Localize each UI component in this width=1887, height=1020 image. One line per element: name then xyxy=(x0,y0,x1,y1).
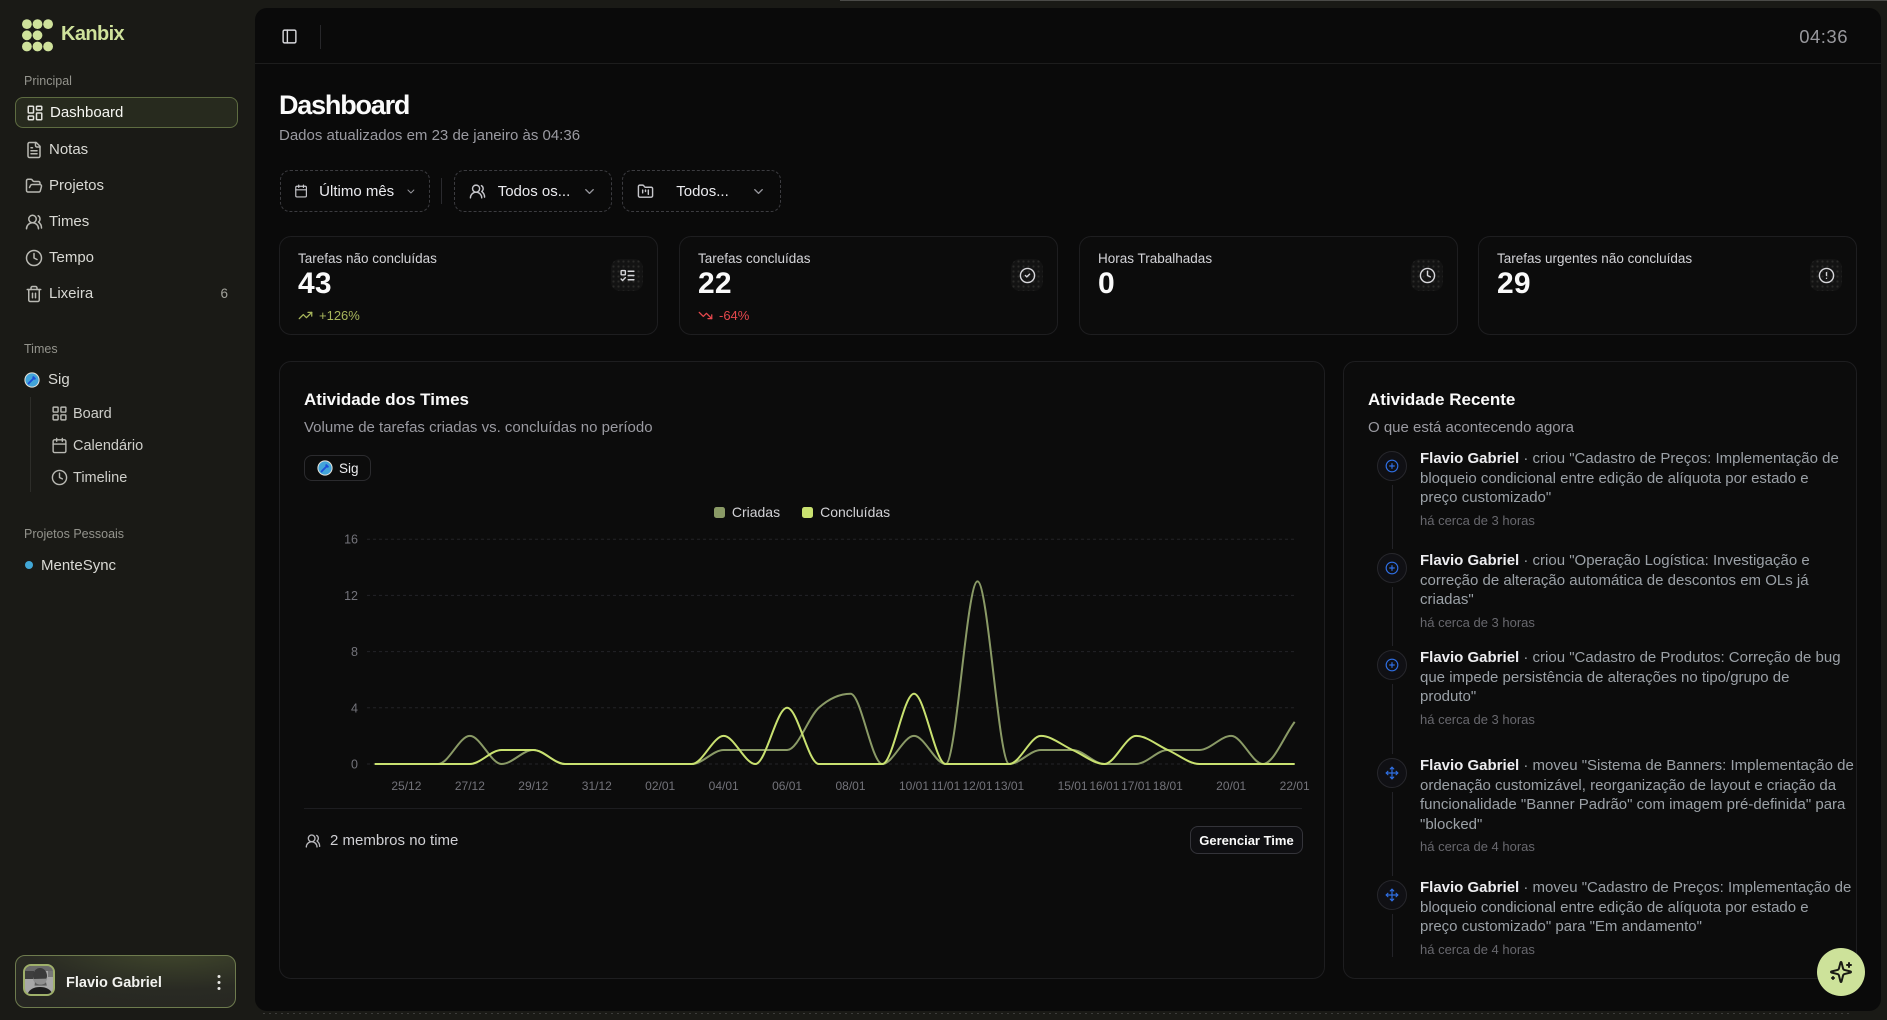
svg-text:29/12: 29/12 xyxy=(518,779,548,793)
svg-text:13/01: 13/01 xyxy=(994,779,1024,793)
svg-text:22/01: 22/01 xyxy=(1280,779,1310,793)
svg-text:4: 4 xyxy=(351,701,358,715)
svg-text:25/12: 25/12 xyxy=(391,779,421,793)
svg-text:02/01: 02/01 xyxy=(645,779,675,793)
svg-text:16: 16 xyxy=(344,533,358,547)
svg-text:06/01: 06/01 xyxy=(772,779,802,793)
svg-text:31/12: 31/12 xyxy=(582,779,612,793)
svg-text:0: 0 xyxy=(351,758,358,772)
svg-text:17/01: 17/01 xyxy=(1121,779,1151,793)
svg-text:04/01: 04/01 xyxy=(709,779,739,793)
svg-text:11/01: 11/01 xyxy=(931,779,960,793)
svg-text:12: 12 xyxy=(344,589,358,603)
svg-text:08/01: 08/01 xyxy=(835,779,865,793)
svg-text:16/01: 16/01 xyxy=(1089,779,1119,793)
svg-text:27/12: 27/12 xyxy=(455,779,485,793)
svg-text:18/01: 18/01 xyxy=(1153,779,1183,793)
svg-text:10/01: 10/01 xyxy=(899,779,929,793)
svg-text:8: 8 xyxy=(351,645,358,659)
svg-text:12/01: 12/01 xyxy=(962,779,992,793)
svg-text:20/01: 20/01 xyxy=(1216,779,1246,793)
svg-text:15/01: 15/01 xyxy=(1058,779,1088,793)
